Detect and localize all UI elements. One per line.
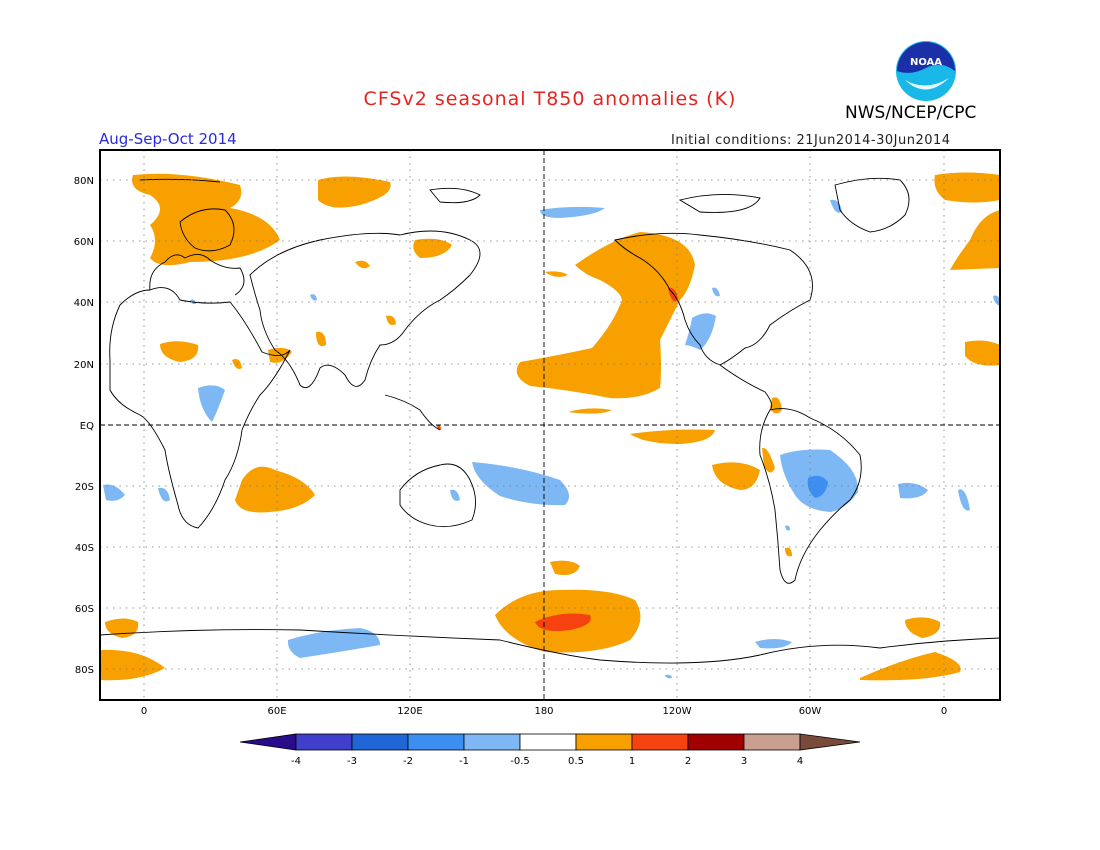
- map-title: CFSv2 seasonal T850 anomalies (K): [363, 88, 737, 110]
- lon-label: 0: [141, 706, 147, 717]
- colorbar-label: -0.5: [510, 756, 530, 767]
- colorbar-label: -2: [403, 756, 413, 767]
- lat-label: 20N: [74, 360, 94, 371]
- colorbar-swatch: [631, 733, 689, 751]
- negative-anomaly-regions: [103, 199, 1000, 679]
- colorbar-labels: -4 -3 -2 -1 -0.5 0.5 1 2 3 4: [291, 756, 803, 767]
- lat-label: 60S: [75, 604, 94, 615]
- colorbar: [239, 733, 861, 751]
- lon-label: 120W: [663, 706, 692, 717]
- noaa-logo-icon: NOAA: [896, 41, 956, 101]
- map-frame: [99, 149, 1001, 701]
- moderate-negative-anomaly-regions: [807, 475, 828, 498]
- colorbar-label: -4: [291, 756, 301, 767]
- noaa-logo-text: NOAA: [910, 57, 942, 68]
- graticule: [100, 150, 1000, 700]
- lon-label: 0: [941, 706, 947, 717]
- organization-label: NWS/NCEP/CPC: [845, 103, 977, 123]
- lat-label: 80S: [75, 665, 94, 676]
- lat-label: 60N: [74, 237, 94, 248]
- lon-label: 180: [534, 706, 553, 717]
- colorbar-swatch: [407, 733, 465, 751]
- colorbar-label: 2: [685, 756, 691, 767]
- lon-label: 60E: [267, 706, 286, 717]
- colorbar-label: 3: [741, 756, 747, 767]
- colorbar-swatch: [687, 733, 745, 751]
- colorbar-label: 0.5: [568, 756, 584, 767]
- lon-label: 120E: [397, 706, 422, 717]
- latitude-labels: 80N 60N 40N 20N EQ 20S 40S 60S 80S: [74, 176, 94, 676]
- colorbar-arrow-high: [799, 733, 861, 751]
- colorbar-swatch: [575, 733, 633, 751]
- colorbar-label: -1: [459, 756, 469, 767]
- lat-label: EQ: [80, 421, 94, 432]
- colorbar-label: 1: [629, 756, 635, 767]
- coastlines: [99, 177, 1001, 664]
- season-label: Aug-Sep-Oct 2014: [99, 130, 237, 148]
- colorbar-label: 4: [797, 756, 803, 767]
- lat-label: 20S: [75, 482, 94, 493]
- colorbar-arrow-low: [239, 733, 297, 751]
- equator-dateline: [100, 150, 1000, 700]
- initial-conditions-label: Initial conditions: 21Jun2014-30Jun2014: [671, 133, 951, 148]
- colorbar-swatch: [519, 733, 577, 751]
- lat-label: 40S: [75, 543, 94, 554]
- colorbar-swatch: [743, 733, 801, 751]
- lat-label: 40N: [74, 298, 94, 309]
- strong-positive-anomaly-regions: [437, 287, 678, 631]
- colorbar-swatch: [295, 733, 353, 751]
- colorbar-swatch: [463, 733, 521, 751]
- colorbar-swatch: [351, 733, 409, 751]
- lon-label: 60W: [799, 706, 822, 717]
- lat-label: 80N: [74, 176, 94, 187]
- colorbar-label: -3: [347, 756, 357, 767]
- longitude-labels: 0 60E 120E 180 120W 60W 0: [141, 706, 947, 717]
